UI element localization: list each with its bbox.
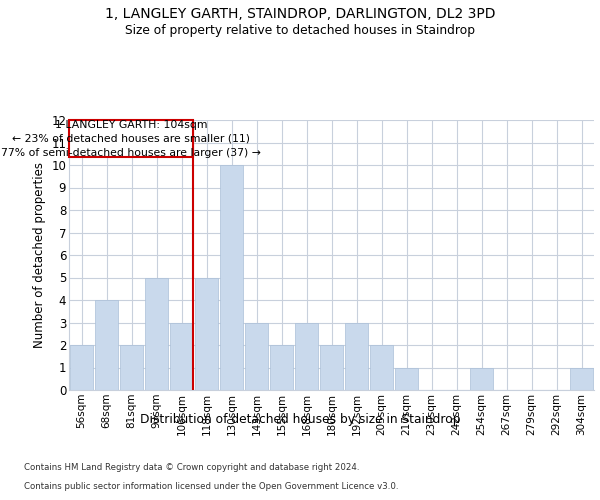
- Bar: [370, 345, 393, 390]
- Y-axis label: Number of detached properties: Number of detached properties: [32, 162, 46, 348]
- Bar: [395, 368, 418, 390]
- Bar: [220, 165, 243, 390]
- Text: 1, LANGLEY GARTH, STAINDROP, DARLINGTON, DL2 3PD: 1, LANGLEY GARTH, STAINDROP, DARLINGTON,…: [105, 8, 495, 22]
- Bar: [170, 322, 193, 390]
- Bar: [345, 322, 368, 390]
- Text: Contains public sector information licensed under the Open Government Licence v3: Contains public sector information licen…: [24, 482, 398, 491]
- Bar: [270, 345, 293, 390]
- Bar: [70, 345, 93, 390]
- Bar: [195, 278, 218, 390]
- Bar: [295, 322, 318, 390]
- Text: Contains HM Land Registry data © Crown copyright and database right 2024.: Contains HM Land Registry data © Crown c…: [24, 464, 359, 472]
- Text: Size of property relative to detached houses in Staindrop: Size of property relative to detached ho…: [125, 24, 475, 37]
- Bar: [320, 345, 343, 390]
- Bar: [69, 120, 193, 157]
- Bar: [570, 368, 593, 390]
- Bar: [95, 300, 118, 390]
- Bar: [470, 368, 493, 390]
- Bar: [145, 278, 168, 390]
- Bar: [245, 322, 268, 390]
- Text: Distribution of detached houses by size in Staindrop: Distribution of detached houses by size …: [140, 412, 460, 426]
- Text: 1 LANGLEY GARTH: 104sqm
← 23% of detached houses are smaller (11)
77% of semi-de: 1 LANGLEY GARTH: 104sqm ← 23% of detache…: [1, 120, 261, 158]
- Bar: [120, 345, 143, 390]
